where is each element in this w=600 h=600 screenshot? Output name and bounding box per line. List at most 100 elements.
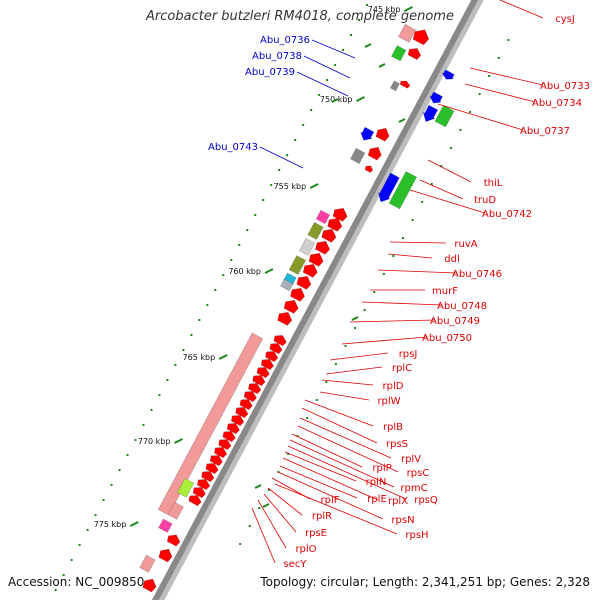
label-leader-line	[263, 493, 297, 533]
cds-feature	[360, 126, 375, 141]
major-tick	[262, 503, 270, 508]
cds-feature	[256, 367, 270, 379]
gene-feature	[307, 221, 324, 240]
gene-feature	[434, 104, 455, 128]
gene-label-reverse: Abu_0749	[430, 316, 480, 327]
minor-tick	[354, 327, 357, 329]
gene-label-reverse: rpmC	[400, 483, 427, 494]
cds-feature	[226, 423, 240, 435]
major-tick	[351, 316, 359, 321]
gene-label-reverse: murF	[432, 286, 458, 297]
label-leader-line	[267, 487, 303, 516]
minor-tick	[254, 214, 257, 216]
minor-tick	[334, 64, 337, 66]
gene-label-forward: Abu_0738	[252, 51, 302, 62]
label-leader-line	[321, 379, 374, 386]
label-leader-line	[289, 439, 395, 488]
cds-feature	[277, 311, 293, 326]
gene-label-reverse: rpsC	[407, 468, 430, 479]
minor-tick	[267, 489, 270, 491]
label-leader-line	[297, 425, 399, 473]
gene-feature	[298, 237, 316, 256]
label-leader-line	[469, 67, 544, 86]
minor-tick	[248, 525, 251, 527]
gene-feature	[388, 171, 418, 210]
minor-tick	[469, 111, 472, 113]
cds-feature	[364, 165, 374, 173]
cds-feature	[239, 399, 253, 411]
minor-tick	[507, 39, 510, 41]
cds-feature	[209, 455, 223, 467]
gene-label-reverse: rplB	[383, 422, 403, 433]
minor-tick	[318, 94, 321, 96]
minor-tick	[358, 19, 361, 21]
cds-feature	[429, 91, 443, 104]
major-tick	[309, 183, 319, 189]
kbp-label: 755 kbp	[274, 182, 307, 191]
cds-feature	[265, 351, 279, 363]
minor-tick	[258, 507, 261, 509]
minor-tick	[158, 394, 161, 396]
gene-feature	[283, 272, 297, 286]
minor-tick	[278, 169, 281, 171]
label-leader-line	[296, 71, 349, 97]
gene-label-reverse: rpsJ	[399, 349, 418, 360]
cds-feature	[243, 391, 257, 403]
label-leader-line	[259, 146, 304, 169]
gene-label-reverse: rplP	[372, 463, 391, 474]
minor-tick	[344, 345, 347, 347]
label-leader-line	[284, 451, 357, 482]
label-leader-line	[274, 483, 398, 535]
minor-tick	[174, 364, 177, 366]
minor-tick	[326, 79, 329, 81]
cds-feature	[218, 439, 232, 451]
label-leader-line	[257, 499, 287, 549]
gene-label-reverse: Abu_0748	[437, 301, 487, 312]
major-tick	[398, 118, 406, 123]
gene-label-reverse: cysJ	[555, 14, 575, 25]
minor-tick	[142, 424, 145, 426]
cds-feature	[375, 127, 390, 142]
gene-label-reverse: Abu_0746	[452, 269, 502, 280]
gene-label-forward: Abu_0736	[260, 35, 310, 46]
cds-feature	[367, 146, 382, 161]
cds-feature	[158, 548, 173, 563]
gene-label-reverse: Abu_0734	[532, 98, 582, 109]
cds-feature	[377, 172, 400, 203]
label-leader-line	[287, 445, 407, 500]
gene-feature	[288, 255, 307, 275]
minor-tick	[402, 237, 404, 239]
minor-tick	[118, 469, 121, 471]
label-leader-line	[303, 55, 351, 79]
gene-label-forward: Abu_0739	[245, 67, 295, 78]
major-tick	[254, 484, 262, 489]
cds-feature	[188, 495, 202, 507]
minor-tick	[239, 543, 242, 545]
kbp-label: 775 kbp	[94, 520, 127, 529]
major-tick	[264, 268, 274, 274]
major-tick	[218, 354, 228, 360]
minor-tick	[222, 274, 225, 276]
cds-feature	[296, 275, 312, 290]
minor-tick	[373, 291, 376, 293]
gene-label-reverse: rplX	[388, 496, 408, 507]
genome-summary-text: Topology: circular; Length: 2,341,251 bp…	[260, 575, 590, 589]
label-leader-line	[311, 39, 356, 59]
gene-feature	[389, 80, 400, 92]
kbp-label: 760 kbp	[228, 267, 261, 276]
backbone	[151, 0, 484, 600]
label-leader-line	[427, 159, 472, 183]
cds-feature	[260, 359, 274, 371]
label-leader-line	[325, 366, 383, 375]
label-leader-line	[361, 301, 443, 306]
gene-label-reverse: rplF	[321, 495, 340, 506]
kbp-label: 770 kbp	[138, 437, 171, 446]
cds-feature	[290, 287, 305, 302]
minor-tick	[478, 93, 481, 95]
cds-feature	[315, 240, 331, 255]
gene-feature	[176, 477, 195, 498]
gene-feature	[280, 278, 294, 292]
minor-tick	[449, 147, 452, 149]
label-leader-line	[409, 189, 486, 214]
